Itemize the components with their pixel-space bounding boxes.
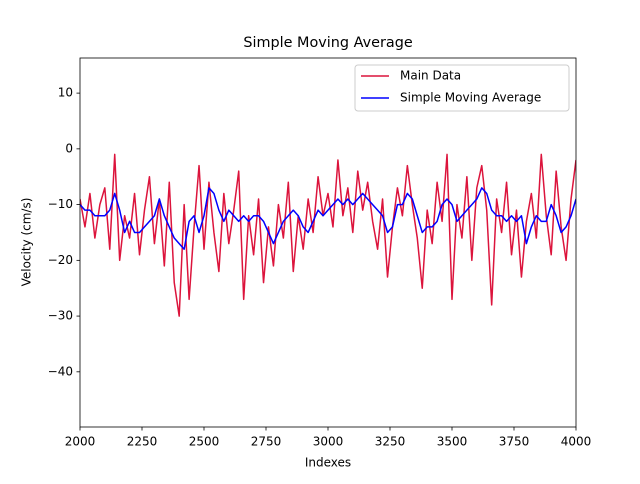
x-tick-label: 2500 (189, 435, 220, 449)
y-tick-label: −10 (48, 197, 73, 211)
plot-area (80, 153, 576, 317)
y-axis-label: Velocity (cm/s) (20, 198, 34, 287)
y-tick-label: −30 (48, 309, 73, 323)
legend-box (354, 64, 570, 112)
x-tick-label: 2750 (251, 435, 282, 449)
chart-title: Simple Moving Average (243, 35, 413, 51)
x-tick-label: 2250 (127, 435, 158, 449)
y-tick-label: −20 (48, 253, 73, 267)
x-tick-label: 3000 (313, 435, 344, 449)
x-tick-label: 2000 (65, 435, 96, 449)
legend-label: Simple Moving Average (400, 91, 541, 105)
x-tick-label: 4000 (561, 435, 592, 449)
legend: Main Data Simple Moving Average (354, 64, 570, 112)
legend-label: Main Data (400, 69, 461, 83)
x-axis-label: Indexes (305, 456, 351, 470)
x-tick-label: 3750 (499, 435, 530, 449)
x-tick-label: 3500 (437, 435, 468, 449)
plot-frame (79, 57, 577, 428)
y-tick-label: −40 (48, 364, 73, 378)
x-tick-label: 3250 (375, 435, 406, 449)
data-line (80, 153, 576, 317)
y-tick-label: 0 (65, 141, 73, 155)
y-tick-label: 10 (58, 86, 73, 100)
data-line (80, 187, 576, 250)
